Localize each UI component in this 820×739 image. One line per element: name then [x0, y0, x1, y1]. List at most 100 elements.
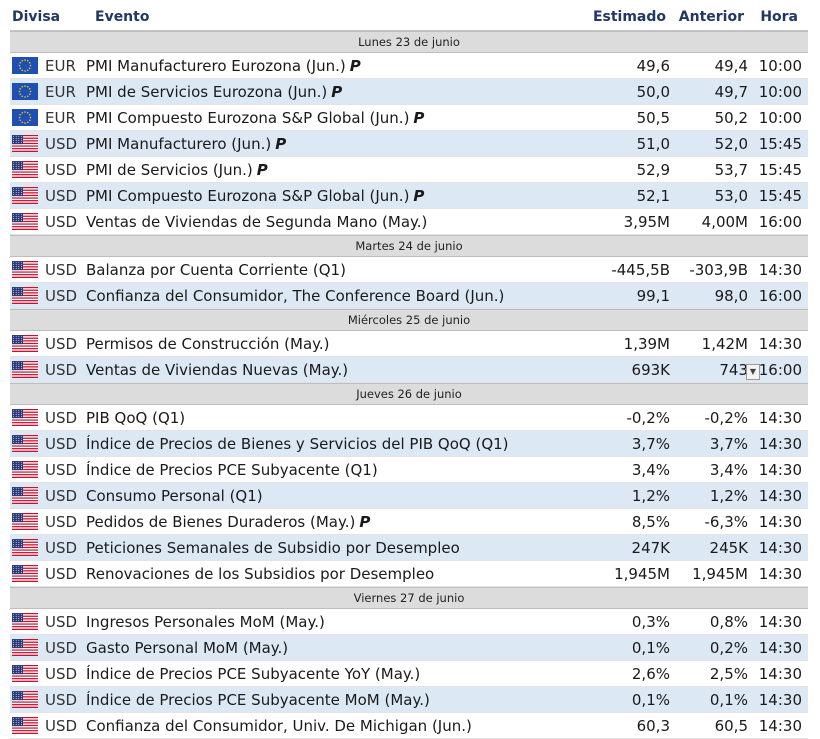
- previous-value-text: 3,4%: [709, 460, 748, 479]
- estimate-value: 3,95M: [623, 212, 670, 231]
- event-row[interactable]: USD Índice de Precios PCE Subyacente MoM …: [10, 687, 808, 713]
- event-name: Índice de Precios PCE Subyacente YoY (Ma…: [86, 665, 580, 683]
- event-row[interactable]: USD Índice de Precios de Bienes y Servici…: [10, 431, 808, 457]
- us-flag-icon: [12, 717, 38, 734]
- previous-value: 0,2%: [670, 639, 748, 657]
- eu-flag-icon: [12, 83, 38, 100]
- estimate-value: 693K: [631, 360, 670, 379]
- estimate-value: 2,6%: [631, 664, 670, 683]
- currency-code: USD: [45, 360, 78, 379]
- previous-value: 53,7: [670, 161, 748, 179]
- event-row[interactable]: USD Balanza por Cuenta Corriente (Q1) -445…: [10, 257, 808, 283]
- event-row[interactable]: USD Ventas de Viviendas de Segunda Mano (…: [10, 209, 808, 235]
- event-row[interactable]: EUR PMI Compuesto Eurozona S&P Global (Ju…: [10, 105, 808, 131]
- event-row[interactable]: USD Confianza del Consumidor, The Confere…: [10, 283, 808, 309]
- previous-value-text: 2,5%: [709, 664, 748, 683]
- currency-code: USD: [45, 160, 78, 179]
- us-flag-icon: [12, 691, 38, 708]
- event-name: PMI Manufacturero Eurozona (Jun.) P: [86, 57, 580, 75]
- us-flag-icon: [12, 335, 38, 352]
- currency-code: USD: [45, 486, 78, 505]
- us-flag-icon: [12, 287, 38, 304]
- day-separator: Martes 24 de junio: [10, 235, 808, 257]
- event-time: 14:30: [758, 716, 802, 735]
- event-time: 14:30: [758, 260, 802, 279]
- previous-value: 4,00M: [670, 213, 748, 231]
- event-title: Balanza por Cuenta Corriente (Q1): [86, 260, 346, 279]
- estimate-value: 8,5%: [631, 512, 670, 531]
- event-row[interactable]: USD PMI de Servicios (Jun.) P 52,9 53,7 15:45: [10, 157, 808, 183]
- us-flag-icon: [12, 361, 38, 378]
- estimate-value: 51,0: [636, 134, 670, 153]
- event-row[interactable]: USD PMI Manufacturero (Jun.) P 51,0 52,0 15:4…: [10, 131, 808, 157]
- preliminary-marker: P: [413, 186, 425, 205]
- currency-code: USD: [45, 286, 78, 305]
- previous-value: 2,5%: [670, 665, 748, 683]
- event-name: Peticiones Semanales de Subsidio por Des…: [86, 539, 580, 557]
- day-separator: Viernes 27 de junio: [10, 587, 808, 609]
- event-time: 14:30: [758, 408, 802, 427]
- event-title: Índice de Precios de Bienes y Servicios …: [86, 434, 509, 453]
- event-row[interactable]: USD Renovaciones de los Subsidios por Des…: [10, 561, 808, 587]
- event-title: Confianza del Consumidor, Univ. De Michi…: [86, 716, 472, 735]
- preliminary-marker: P: [331, 82, 343, 101]
- event-row[interactable]: USD Peticiones Semanales de Subsidio por …: [10, 535, 808, 561]
- previous-value-text: 52,0: [714, 134, 748, 153]
- event-name: PMI Compuesto Eurozona S&P Global (Jun.)…: [86, 187, 580, 205]
- preliminary-marker: P: [413, 108, 425, 127]
- us-flag-icon: [12, 435, 38, 452]
- us-flag-icon: [12, 261, 38, 278]
- event-name: PMI Compuesto Eurozona S&P Global (Jun.)…: [86, 109, 580, 127]
- event-row[interactable]: USD Consumo Personal (Q1) 1,2% 1,2% 14:30: [10, 483, 808, 509]
- calendar-body: Lunes 23 de junio EUR PMI Manufacturero Eu…: [10, 31, 808, 739]
- previous-value-text: 1,42M: [701, 334, 748, 353]
- preliminary-marker: P: [349, 56, 361, 75]
- previous-value: 0,1%: [670, 691, 748, 709]
- previous-value-text: 50,2: [714, 108, 748, 127]
- previous-value: 53,0: [670, 187, 748, 205]
- previous-value: 49,4: [670, 57, 748, 75]
- event-time: 14:30: [758, 638, 802, 657]
- event-title: PMI Compuesto Eurozona S&P Global (Jun.): [86, 108, 410, 127]
- us-flag-icon: [12, 461, 38, 478]
- event-name: Balanza por Cuenta Corriente (Q1): [86, 261, 580, 279]
- previous-value: 50,2: [670, 109, 748, 127]
- event-row[interactable]: USD PIB QoQ (Q1) -0,2% -0,2% 14:30: [10, 405, 808, 431]
- event-name: Confianza del Consumidor, The Conference…: [86, 287, 580, 305]
- dropdown-arrow-icon[interactable]: ▼: [746, 363, 760, 380]
- estimate-value: 60,3: [636, 716, 670, 735]
- us-flag-icon: [12, 487, 38, 504]
- event-title: PMI de Servicios (Jun.): [86, 160, 253, 179]
- event-title: Confianza del Consumidor, The Conference…: [86, 286, 505, 305]
- estimate-value: 3,7%: [631, 434, 670, 453]
- preliminary-marker: P: [256, 160, 268, 179]
- event-row[interactable]: EUR PMI Manufacturero Eurozona (Jun.) P 49,…: [10, 53, 808, 79]
- currency-code: USD: [45, 638, 78, 657]
- event-time: 10:00: [758, 56, 802, 75]
- event-row[interactable]: USD Ingresos Personales MoM (May.) 0,3% 0,8…: [10, 609, 808, 635]
- event-row[interactable]: USD PMI Compuesto Eurozona S&P Global (Ju…: [10, 183, 808, 209]
- estimate-value: 1,2%: [631, 486, 670, 505]
- event-row[interactable]: USD Índice de Precios PCE Subyacente YoY …: [10, 661, 808, 687]
- estimate-value: 52,1: [636, 186, 670, 205]
- estimate-value: -0,2%: [626, 408, 670, 427]
- event-time: 14:30: [758, 564, 802, 583]
- event-row[interactable]: USD Permisos de Construcción (May.) 1,39M 1…: [10, 331, 808, 357]
- eu-flag-icon: [12, 57, 38, 74]
- event-title: Pedidos de Bienes Duraderos (May.): [86, 512, 356, 531]
- event-title: Gasto Personal MoM (May.): [86, 638, 289, 657]
- event-row[interactable]: USD Gasto Personal MoM (May.) 0,1% 0,2% 14:3…: [10, 635, 808, 661]
- previous-value-text: 0,1%: [709, 690, 748, 709]
- event-row[interactable]: USD Índice de Precios PCE Subyacente (Q1)…: [10, 457, 808, 483]
- previous-value-text: 53,0: [714, 186, 748, 205]
- currency-code: USD: [45, 134, 78, 153]
- economic-calendar-table: Divisa Evento Estimado Anterior Hora Lun…: [10, 4, 808, 739]
- event-name: PMI de Servicios (Jun.) P: [86, 161, 580, 179]
- event-row[interactable]: USD Pedidos de Bienes Duraderos (May.) P 8,…: [10, 509, 808, 535]
- event-name: Permisos de Construcción (May.): [86, 335, 580, 353]
- event-row[interactable]: USD Confianza del Consumidor, Univ. De Mi…: [10, 713, 808, 739]
- event-name: Gasto Personal MoM (May.): [86, 639, 580, 657]
- event-name: Ventas de Viviendas de Segunda Mano (May…: [86, 213, 580, 231]
- event-row[interactable]: EUR PMI de Servicios Eurozona (Jun.) P 50,0…: [10, 79, 808, 105]
- event-row[interactable]: USD Ventas de Viviendas Nuevas (May.) 693K…: [10, 357, 808, 383]
